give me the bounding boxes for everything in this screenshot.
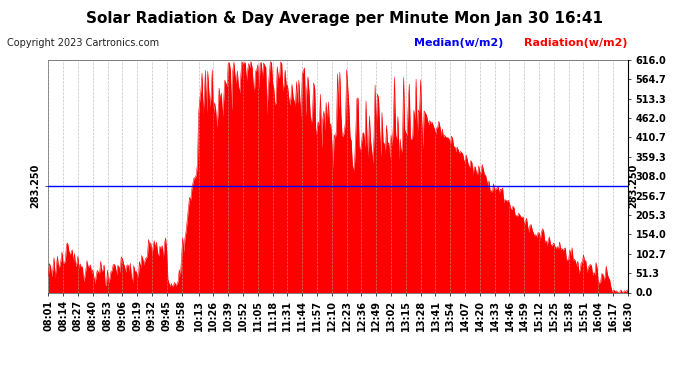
Text: 283.250: 283.250 bbox=[628, 164, 638, 208]
Text: Radiation(w/m2): Radiation(w/m2) bbox=[524, 38, 628, 48]
Text: Median(w/m2): Median(w/m2) bbox=[414, 38, 504, 48]
Text: Solar Radiation & Day Average per Minute Mon Jan 30 16:41: Solar Radiation & Day Average per Minute… bbox=[86, 11, 604, 26]
Text: Copyright 2023 Cartronics.com: Copyright 2023 Cartronics.com bbox=[7, 38, 159, 48]
